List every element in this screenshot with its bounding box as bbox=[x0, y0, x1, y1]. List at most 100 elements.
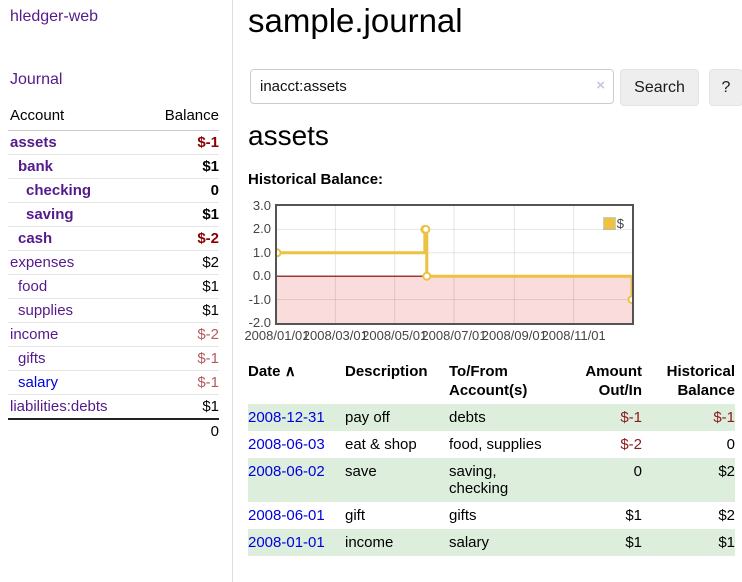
x-tick-label: 2008/05/01 bbox=[362, 328, 428, 343]
search-input[interactable] bbox=[250, 69, 614, 104]
account-link[interactable]: expenses bbox=[10, 254, 75, 271]
transaction-balance: $1 bbox=[642, 529, 735, 556]
account-row: liabilities:debts $1 bbox=[8, 394, 219, 419]
legend-label: $ bbox=[616, 216, 624, 231]
transaction-balance: $-1 bbox=[642, 404, 735, 431]
chart-heading: Historical Balance: bbox=[248, 171, 384, 188]
account-balance: $1 bbox=[142, 394, 219, 419]
sort-ascending-icon[interactable]: ∧ bbox=[284, 363, 296, 380]
transaction-description: eat & shop bbox=[345, 436, 417, 453]
account-row: saving $1 bbox=[8, 202, 219, 227]
transaction-accounts: food, supplies bbox=[449, 436, 542, 453]
account-balance: $-2 bbox=[142, 226, 219, 251]
transaction-amount: $-1 bbox=[580, 404, 642, 431]
account-row: assets $-1 bbox=[8, 131, 219, 155]
account-link[interactable]: saving bbox=[26, 206, 74, 223]
y-tick-label: 2.0 bbox=[252, 221, 271, 237]
y-tick-label: -2.0 bbox=[248, 315, 271, 330]
transaction-date-link[interactable]: 2008-12-31 bbox=[248, 409, 325, 426]
transaction-amount: 0 bbox=[580, 458, 642, 502]
y-tick-label: 3.0 bbox=[252, 198, 271, 213]
account-balance: $1 bbox=[142, 274, 219, 299]
transaction-date-link[interactable]: 2008-06-02 bbox=[248, 463, 325, 480]
transaction-amount: $1 bbox=[580, 529, 642, 556]
app-brand-link[interactable]: hledger-web bbox=[10, 8, 99, 25]
txn-col-date[interactable]: Date ∧ bbox=[248, 363, 296, 380]
accounts-total-balance: 0 bbox=[142, 418, 219, 443]
transaction-description: pay off bbox=[345, 404, 449, 431]
transaction-balance: 0 bbox=[726, 436, 735, 453]
x-tick-label: 2008/09/01 bbox=[481, 328, 547, 343]
transaction-row: 2008-06-02 save saving, checking 0 $2 bbox=[248, 458, 735, 502]
account-row: supplies $1 bbox=[8, 298, 219, 323]
y-tick-label: -1.0 bbox=[248, 291, 271, 307]
x-tick-label: 2008/07/01 bbox=[421, 328, 487, 343]
account-link[interactable]: food bbox=[18, 278, 48, 295]
account-link[interactable]: checking bbox=[26, 182, 92, 199]
transaction-description: save bbox=[345, 458, 449, 502]
search-button[interactable]: Search bbox=[620, 69, 699, 106]
account-link[interactable]: bank bbox=[18, 158, 54, 175]
account-link[interactable]: liabilities:debts bbox=[10, 398, 108, 415]
transaction-date-link[interactable]: 2008-06-03 bbox=[248, 436, 325, 453]
account-balance: 0 bbox=[142, 178, 219, 203]
account-balance: $1 bbox=[142, 154, 219, 179]
account-balance: $2 bbox=[142, 250, 219, 275]
transaction-row: 2008-12-31 pay off debts $-1 $-1 bbox=[248, 404, 735, 431]
account-balance: $1 bbox=[142, 202, 219, 227]
x-tick-label: 2008/11/01 bbox=[541, 328, 606, 343]
y-tick-label: 0.0 bbox=[252, 268, 271, 284]
transaction-amount: $1 bbox=[625, 507, 642, 524]
transaction-row: 2008-01-01 income salary $1 $1 bbox=[248, 529, 735, 556]
transaction-date-link[interactable]: 2008-01-01 bbox=[248, 534, 325, 551]
transaction-accounts: saving, checking bbox=[449, 458, 580, 502]
historical-balance-chart[interactable]: $ bbox=[275, 204, 634, 325]
account-link[interactable]: supplies bbox=[18, 302, 74, 319]
x-tick-label: 2008/01/01 bbox=[244, 328, 310, 343]
txn-col-balance: Historical Balance bbox=[666, 363, 735, 399]
account-link[interactable]: assets bbox=[10, 134, 57, 151]
account-balance: $-2 bbox=[142, 322, 219, 347]
transaction-row: 2008-06-03 eat & shop food, supplies $-2 0 bbox=[248, 431, 735, 458]
account-row: salary $-1 bbox=[8, 370, 219, 395]
search-form: × Search ? bbox=[250, 69, 742, 106]
sidebar: hledger-web Journal Account Balance asse… bbox=[0, 0, 233, 582]
account-balance: $-1 bbox=[142, 346, 219, 371]
help-button[interactable]: ? bbox=[709, 69, 742, 106]
account-link[interactable]: cash bbox=[18, 230, 53, 247]
transaction-description: gift bbox=[345, 507, 366, 524]
transaction-row: 2008-06-01 gift gifts $1 $2 bbox=[248, 502, 735, 529]
transactions-table: Date ∧ Description To/From Account(s) Am… bbox=[248, 360, 735, 556]
account-row: bank $1 bbox=[8, 154, 219, 179]
clear-search-icon[interactable]: × bbox=[596, 77, 605, 94]
transaction-accounts: gifts bbox=[449, 507, 477, 524]
txn-col-description: Description bbox=[345, 363, 428, 380]
sidebar-item-journal[interactable]: Journal bbox=[10, 71, 63, 88]
page-title: sample.journal bbox=[248, 2, 463, 39]
transaction-description: income bbox=[345, 529, 449, 556]
transaction-date-link[interactable]: 2008-06-01 bbox=[248, 507, 325, 524]
accounts-col-header: Account bbox=[8, 103, 143, 131]
account-heading: assets bbox=[248, 120, 329, 151]
account-row: income $-2 bbox=[8, 322, 219, 347]
txn-col-accounts: To/From Account(s) bbox=[449, 363, 528, 399]
account-balance: $1 bbox=[142, 298, 219, 323]
account-row: expenses $2 bbox=[8, 250, 219, 275]
account-link[interactable]: gifts bbox=[18, 350, 46, 367]
x-tick-label: 2008/03/01 bbox=[302, 328, 368, 343]
account-balance: $-1 bbox=[142, 370, 219, 395]
accounts-table: Account Balance assets $-1 bank $1 checking 0… bbox=[8, 103, 219, 443]
account-row: checking 0 bbox=[8, 178, 219, 203]
account-link[interactable]: salary bbox=[18, 374, 59, 391]
transaction-accounts: salary bbox=[449, 529, 580, 556]
account-row: cash $-2 bbox=[8, 226, 219, 251]
chart-legend: $ bbox=[601, 215, 625, 232]
legend-swatch-icon bbox=[602, 217, 616, 230]
account-row: food $1 bbox=[8, 274, 219, 299]
transaction-amount: $-2 bbox=[620, 436, 642, 453]
y-tick-label: 1.0 bbox=[252, 244, 271, 260]
account-balance: $-1 bbox=[197, 134, 219, 151]
account-link[interactable]: income bbox=[10, 326, 59, 343]
transaction-accounts: debts bbox=[449, 404, 580, 431]
balance-col-header: Balance bbox=[142, 103, 219, 131]
